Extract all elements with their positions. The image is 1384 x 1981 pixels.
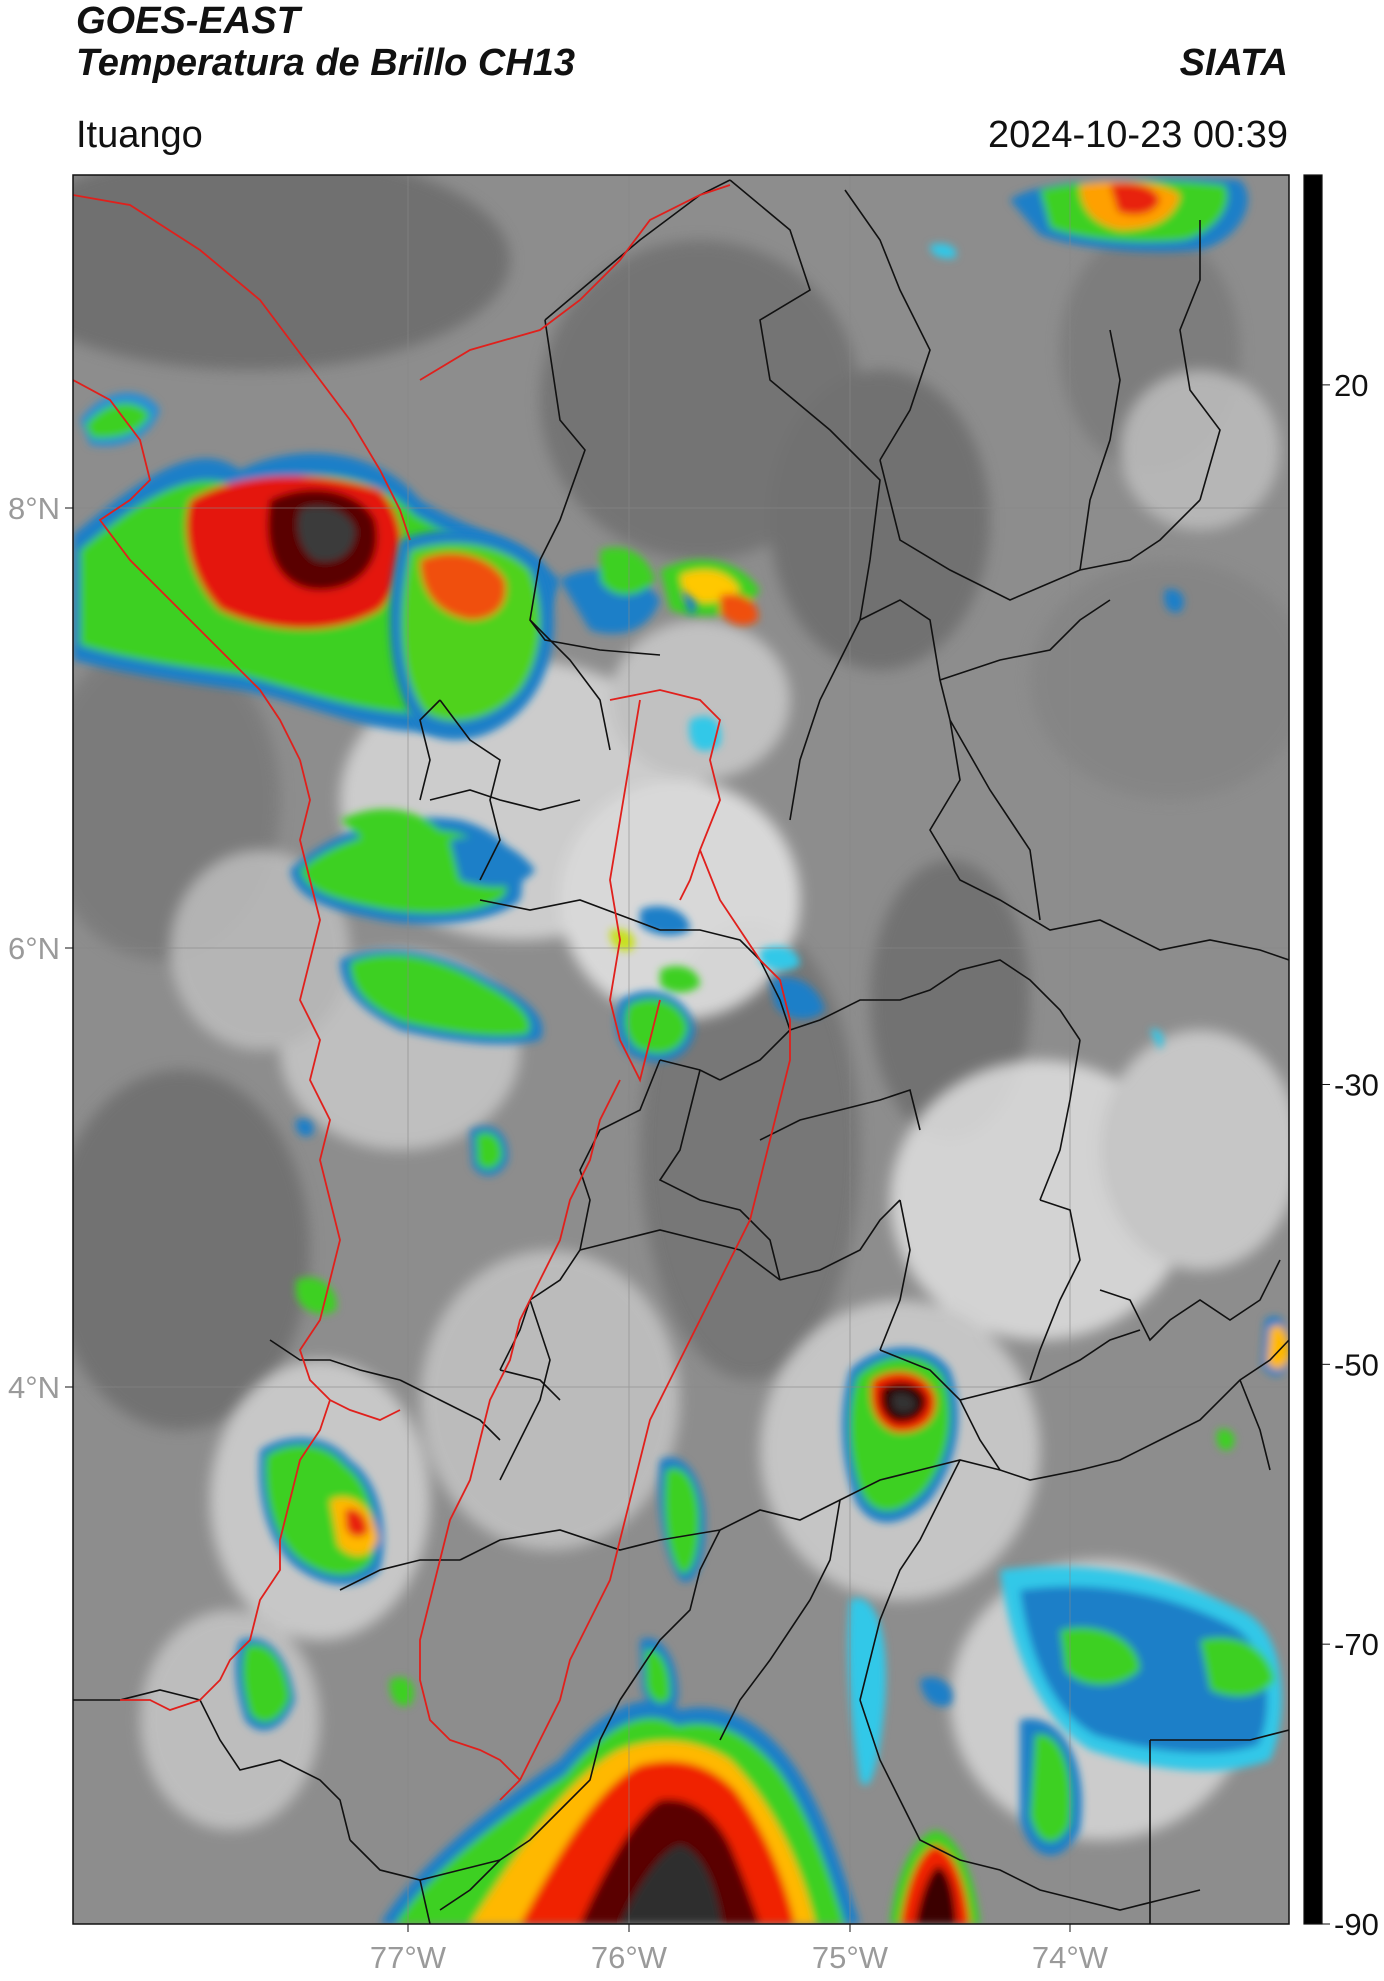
latitude-axis: 8°N 6°N 4°N [8, 491, 73, 1405]
storm-cells [73, 177, 1289, 1924]
colorbar-ramp [1303, 174, 1323, 1925]
lon-label-76w: 76°W [591, 1940, 668, 1975]
colorbar-tick-label: -50 [1334, 1347, 1379, 1382]
lat-label-8n: 8°N [8, 491, 60, 526]
map-frame [72, 174, 1290, 1925]
lon-label-74w: 74°W [1032, 1940, 1109, 1975]
imagery-layer [73, 175, 1289, 1924]
colorbar-tick-label: -70 [1334, 1627, 1379, 1662]
product-title: Temperatura de Brillo CH13 [76, 42, 576, 84]
colorbar-tick-label: -90 [1334, 1907, 1379, 1942]
lon-label-75w: 75°W [812, 1940, 889, 1975]
colorbar: 20 -30 -50 -70 -90 [1303, 174, 1379, 1942]
location-label: Ituango [76, 114, 203, 156]
colorbar-tick-label: -30 [1334, 1067, 1379, 1102]
lat-label-4n: 4°N [8, 1370, 60, 1405]
brand-label: SIATA [1179, 42, 1288, 84]
graticule [73, 175, 1289, 1924]
longitude-axis: 77°W 76°W 75°W 74°W [370, 1924, 1109, 1975]
lon-label-77w: 77°W [370, 1940, 447, 1975]
country-border [73, 184, 791, 1801]
satellite-title: GOES-EAST [76, 0, 300, 42]
colorbar-tick-label: 20 [1334, 368, 1368, 403]
lat-label-6n: 6°N [8, 931, 60, 966]
timestamp-label: 2024-10-23 00:39 [987, 114, 1288, 156]
